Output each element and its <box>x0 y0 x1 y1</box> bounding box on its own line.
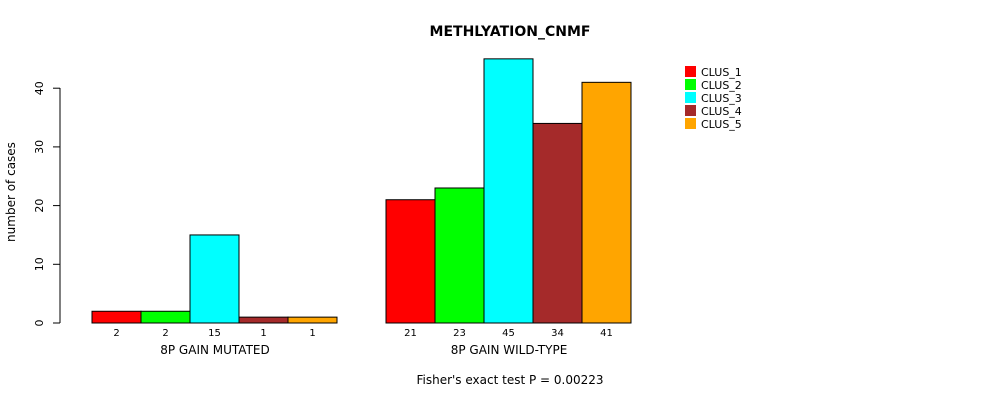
y-tick-label: 0 <box>33 320 46 327</box>
bar-value-label: 2 <box>162 328 168 339</box>
legend-swatch <box>685 92 696 103</box>
chart-title: METHLYATION_CNMF <box>430 24 591 40</box>
legend-label: CLUS_4 <box>701 105 742 118</box>
legend-swatch <box>685 118 696 129</box>
y-tick-label: 10 <box>33 257 46 271</box>
bar <box>189 234 240 324</box>
bar-value-label: 1 <box>309 328 315 339</box>
bar-value-label: 34 <box>551 328 564 339</box>
y-tick-label: 20 <box>33 199 46 213</box>
bar-value-label: 23 <box>453 328 466 339</box>
bars <box>91 58 632 324</box>
bar-value-label: 15 <box>208 328 221 339</box>
legend-swatch <box>685 66 696 77</box>
bar-value-label: 2 <box>113 328 119 339</box>
bar <box>581 81 632 324</box>
bar <box>238 316 289 324</box>
y-axis-label: number of cases <box>4 142 18 242</box>
legend-label: CLUS_1 <box>701 66 742 79</box>
bar <box>532 122 583 324</box>
y-tick-label: 40 <box>33 81 46 95</box>
bar-value-label: 45 <box>502 328 515 339</box>
legend-swatch <box>685 79 696 90</box>
bar <box>385 199 436 324</box>
bar <box>287 316 338 324</box>
bar-value-label: 1 <box>260 328 266 339</box>
bar <box>140 310 191 324</box>
bar <box>91 310 142 324</box>
y-ticks: 0 10 20 30 40 <box>33 81 60 327</box>
bar <box>483 58 534 324</box>
bar-value-label: 41 <box>600 328 613 339</box>
legend-label: CLUS_2 <box>701 79 742 92</box>
fisher-test-footnote: Fisher's exact test P = 0.00223 <box>416 373 603 387</box>
bar <box>434 187 485 324</box>
legend-swatch <box>685 105 696 116</box>
y-tick-label: 30 <box>33 140 46 154</box>
legend-label: CLUS_5 <box>701 118 742 131</box>
legend-label: CLUS_3 <box>701 92 742 105</box>
bar-value-label: 21 <box>404 328 417 339</box>
group-label-mutated: 8P GAIN MUTATED <box>160 343 270 357</box>
bar-value-labels: 2 2 15 1 1 21 23 45 34 41 <box>113 328 613 339</box>
group-label-wild-type: 8P GAIN WILD-TYPE <box>451 343 568 357</box>
